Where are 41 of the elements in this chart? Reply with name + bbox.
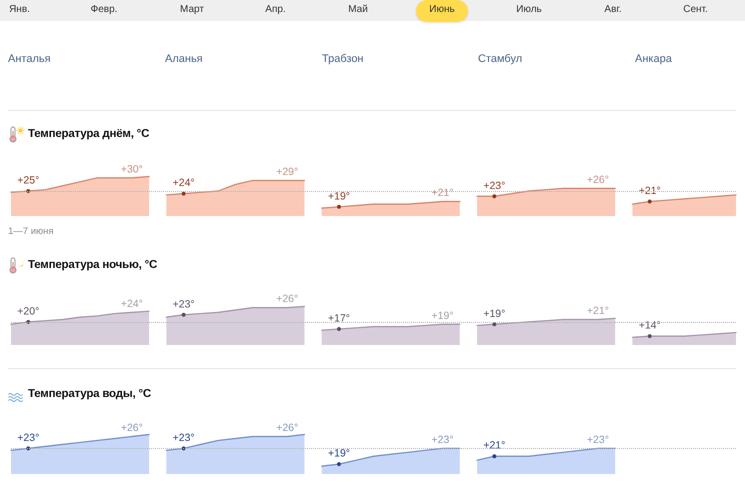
data-label: +19° [483, 308, 506, 320]
text: Февр. [90, 3, 118, 16]
text: Июнь [429, 3, 455, 16]
data-label: +19° [328, 448, 350, 460]
text: Авг. [604, 3, 622, 16]
data-label: +21° [432, 187, 454, 200]
data-label: +17° [328, 312, 350, 324]
data-label: +26° [586, 174, 609, 186]
data-label: +23° [586, 434, 609, 446]
text: Апр. [265, 3, 286, 16]
text: Июль [516, 3, 542, 16]
data-label: +20° [17, 305, 40, 318]
text: Анкара [635, 52, 672, 66]
data-label: +25° [17, 174, 40, 186]
text: Трабзон [322, 52, 364, 66]
chart-title: Температура ночью, °C [28, 258, 158, 272]
data-label: +23° [432, 434, 454, 446]
text: Янв. [9, 3, 30, 16]
data-label: +24° [120, 298, 143, 310]
data-label: +23° [17, 432, 40, 444]
data-label: +24° [172, 177, 195, 190]
text: Стамбул [478, 52, 522, 66]
text: Март [180, 3, 204, 16]
text: Анталья [8, 52, 51, 66]
data-label: +26° [276, 422, 298, 434]
text: Май [348, 3, 368, 16]
data-label: +23° [172, 298, 195, 310]
data-label: +19° [432, 310, 454, 322]
data-label: +19° [328, 190, 350, 202]
data-label: +26° [276, 293, 298, 306]
chart-title: Температура воды, °C [28, 387, 151, 401]
text: Аланья [165, 52, 203, 66]
data-label: +29° [276, 166, 298, 178]
data-label: +30° [120, 163, 143, 176]
text: Сент. [683, 3, 708, 16]
data-label: +23° [172, 432, 195, 444]
data-label: +21° [586, 305, 609, 318]
data-label: +23° [483, 180, 506, 192]
chart-title: Температура днём, °C [28, 127, 150, 141]
data-label: +26° [120, 422, 143, 434]
annotation: 1—7 июня [8, 226, 54, 238]
